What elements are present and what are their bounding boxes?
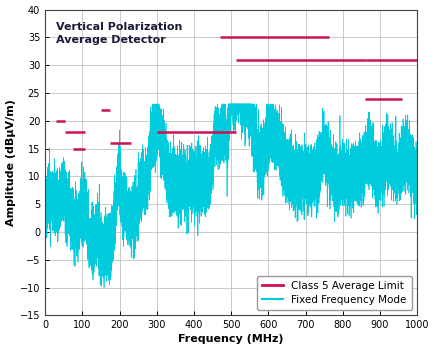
Legend: Class 5 Average Limit, Fixed Frequency Mode: Class 5 Average Limit, Fixed Frequency M… (256, 276, 411, 310)
Text: Vertical Polarization
Average Detector: Vertical Polarization Average Detector (56, 22, 182, 45)
Y-axis label: Amplitude (dBμV/m): Amplitude (dBμV/m) (6, 99, 16, 226)
X-axis label: Frequency (MHz): Frequency (MHz) (178, 335, 283, 344)
